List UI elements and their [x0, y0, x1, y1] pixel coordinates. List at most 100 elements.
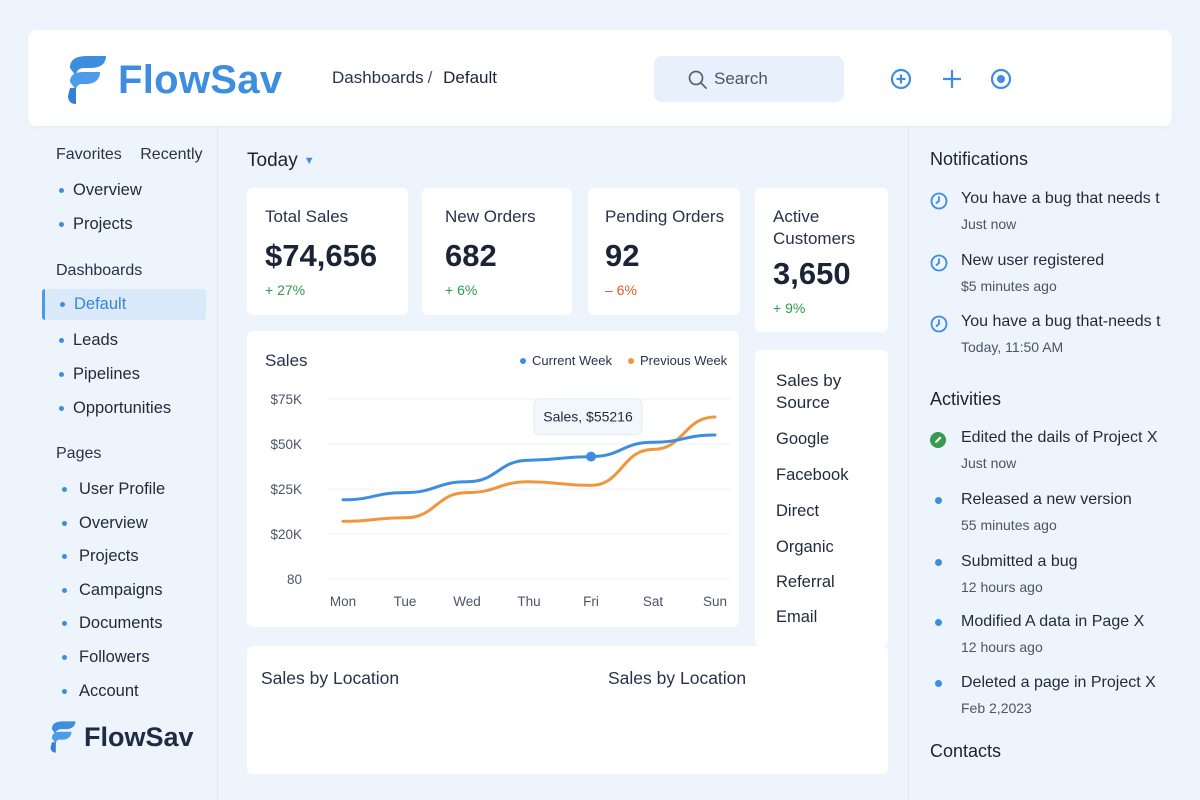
kpi-value: 3,650	[773, 256, 851, 291]
activity-time: 55 minutes ago	[961, 517, 1057, 533]
source-item-organic[interactable]: Organic	[776, 538, 834, 556]
sidebar-item-followers[interactable]: Followers	[62, 648, 150, 667]
source-item-direct[interactable]: Direct	[776, 502, 820, 520]
bullet-icon	[935, 497, 942, 504]
bullet-icon	[59, 372, 64, 377]
tab-favorites[interactable]: Favorites	[56, 146, 122, 163]
sidebar-item-pipelines[interactable]: Pipelines	[59, 365, 140, 384]
notification-text: You have a bug that needs t	[961, 190, 1160, 207]
section-title-pages: Pages	[56, 445, 102, 462]
notification-time: $5 minutes ago	[961, 278, 1057, 294]
activity-text: Deleted a page in Project X	[961, 674, 1156, 691]
caret-down-icon: ▼	[303, 155, 315, 167]
y-tick-label: 80	[287, 572, 302, 587]
sidebar-tabs: Favorites Recently	[56, 146, 217, 164]
record-icon[interactable]	[990, 68, 1012, 90]
plus-icon[interactable]	[941, 68, 963, 90]
search-input[interactable]	[714, 69, 844, 89]
sidebar-item-opportunities[interactable]: Opportunities	[59, 399, 171, 418]
brand-logo[interactable]: FlowSav	[64, 54, 282, 106]
sales-chart-card: Sales Current Week Previous Week $75K $50…	[247, 331, 739, 627]
x-tick-label: Fri	[583, 594, 599, 609]
bullet-icon	[62, 621, 67, 626]
sidebar-footer-logo: FlowSav	[48, 720, 194, 754]
activities-title: Activities	[930, 389, 1002, 409]
breadcrumb-separator: /	[427, 68, 433, 87]
sidebar-item-leads[interactable]: Leads	[59, 331, 118, 350]
kpi-delta: + 27%	[265, 282, 306, 298]
y-tick-label: $25K	[270, 482, 302, 497]
clock-icon	[930, 254, 948, 272]
flow-logo-icon	[50, 721, 76, 753]
y-tick-label: $75K	[270, 392, 302, 407]
legend-dot-icon	[628, 357, 634, 364]
brand-name: FlowSav	[84, 721, 194, 752]
breadcrumb-root[interactable]: Dashboards	[332, 68, 424, 87]
sidebar-item-default[interactable]: Default	[42, 289, 206, 320]
sidebar-item-documents[interactable]: Documents	[62, 614, 162, 633]
section-title-dashboards: Dashboards	[56, 262, 143, 279]
search-box[interactable]	[654, 56, 844, 102]
activity-text: Modified A data in Page X	[961, 613, 1145, 630]
kpi-delta: – 6%	[605, 282, 637, 298]
sidebar-item-label: Default	[74, 295, 127, 313]
source-item-facebook[interactable]: Facebook	[776, 466, 849, 484]
sales-by-location-card: Sales by Location Sales by Location	[247, 646, 888, 774]
legend-previous-week[interactable]: Previous Week	[628, 353, 727, 368]
sidebar-item-projects[interactable]: Projects	[59, 215, 133, 234]
kpi-card-pending-orders[interactable]: Pending Orders 92 – 6%	[588, 188, 740, 315]
kpi-value: 92	[605, 238, 640, 273]
kpi-delta: + 6%	[445, 282, 478, 298]
sidebar-item-user-profile[interactable]: User Profile	[62, 480, 165, 499]
x-tick-label: Wed	[453, 594, 481, 609]
kpi-card-active-customers[interactable]: Active Customers 3,650 + 9%	[755, 188, 888, 332]
kpi-title: Active Customers	[773, 207, 856, 248]
source-item-email[interactable]: Email	[776, 608, 818, 626]
sidebar-item-account[interactable]: Account	[62, 682, 139, 701]
x-tick-label: Mon	[330, 594, 356, 609]
sidebar-item-label: Overview	[79, 514, 148, 532]
clock-icon	[930, 192, 948, 210]
legend-label: Current Week	[532, 353, 612, 368]
bullet-icon	[62, 521, 67, 526]
x-tick-label: Thu	[517, 594, 540, 609]
tooltip-box	[533, 398, 643, 436]
location-title: Sales by Location	[261, 668, 400, 688]
highlight-point	[586, 451, 596, 462]
sidebar: Favorites Recently Overview Projects Das…	[28, 126, 218, 800]
activity-text: Edited the dails of Project X	[961, 429, 1158, 446]
activity-text: Submitted a bug	[961, 553, 1078, 570]
tab-recently[interactable]: Recently	[140, 146, 203, 163]
x-tick-label: Sun	[703, 594, 727, 609]
notification-text: You have a bug that-needs t	[961, 313, 1161, 330]
sidebar-item-overview[interactable]: Overview	[59, 181, 142, 200]
sidebar-item-label: Projects	[79, 547, 139, 565]
legend-current-week[interactable]: Current Week	[520, 353, 612, 368]
notification-time: Just now	[961, 216, 1017, 232]
search-icon	[688, 70, 707, 89]
bullet-icon	[60, 302, 65, 307]
source-item-google[interactable]: Google	[776, 430, 830, 448]
source-title: Sales by Source	[776, 371, 842, 412]
breadcrumb-current: Default	[443, 68, 498, 87]
sidebar-item-projects-page[interactable]: Projects	[62, 547, 139, 566]
right-panel: Notifications You have a bug that needs …	[908, 126, 1200, 800]
bullet-icon	[62, 689, 67, 694]
tooltip-text: Sales, $55216	[543, 409, 633, 425]
sidebar-item-label: Followers	[79, 648, 150, 666]
kpi-title: New Orders	[445, 207, 536, 226]
legend-dot-icon	[520, 357, 526, 364]
sidebar-item-campaigns[interactable]: Campaigns	[62, 581, 162, 600]
sidebar-item-label: Projects	[73, 215, 133, 233]
flow-logo-icon	[68, 56, 106, 104]
period-dropdown[interactable]: Today ▼	[247, 150, 315, 172]
sidebar-item-label: Overview	[73, 181, 142, 199]
kpi-card-total-sales[interactable]: Total Sales $74,656 + 27%	[247, 188, 408, 315]
source-item-referral[interactable]: Referral	[776, 573, 835, 591]
kpi-card-new-orders[interactable]: New Orders 682 + 6%	[422, 188, 572, 315]
clock-icon	[930, 315, 948, 333]
x-tick-label: Sat	[643, 594, 664, 609]
sidebar-item-overview-page[interactable]: Overview	[62, 514, 148, 533]
add-circle-icon[interactable]	[890, 68, 912, 90]
